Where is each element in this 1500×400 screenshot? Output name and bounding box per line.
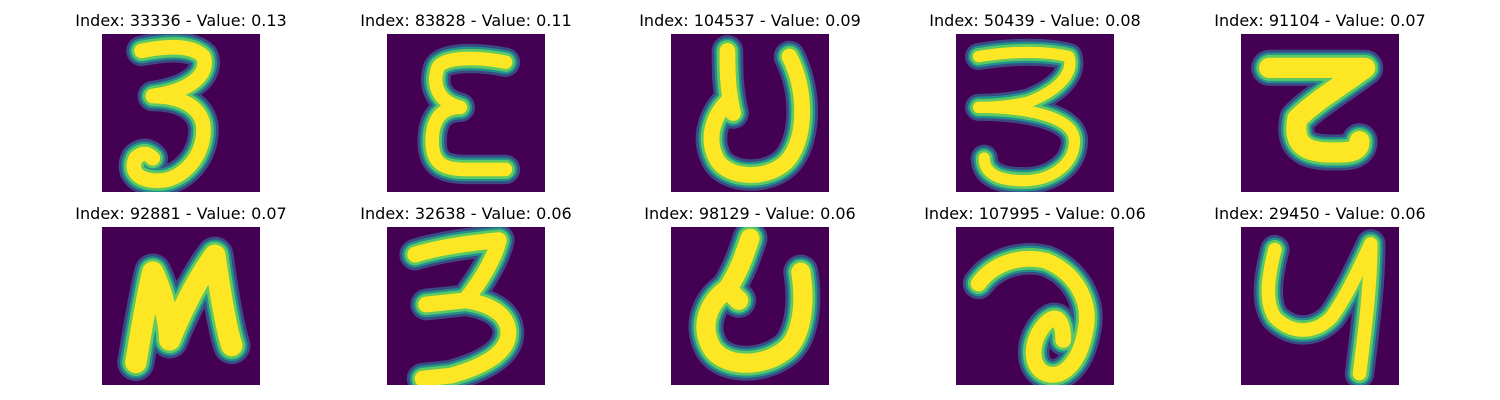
glyph-stroke [126,39,212,189]
glyph-group [688,227,821,381]
glyph-group [399,227,525,385]
digit-image [956,227,1114,385]
glyph-group [965,38,1089,192]
glyph-stroke [1261,237,1378,381]
panel-title: Index: 107995 - Value: 0.06 [924,204,1146,223]
panel-title: Index: 92881 - Value: 0.07 [75,204,287,223]
digit-image [387,34,545,192]
glyph-group [695,35,818,191]
panel-title: Index: 50439 - Value: 0.08 [929,11,1141,30]
panel-title: Index: 32638 - Value: 0.06 [360,204,572,223]
panel-title: Index: 33336 - Value: 0.13 [75,11,287,30]
glyph-group [117,236,251,382]
glyph-group [962,243,1103,385]
glyph-stroke [125,244,243,374]
panel-title: Index: 104537 - Value: 0.09 [639,11,861,30]
digit-image [956,34,1114,192]
panel-title: Index: 98129 - Value: 0.06 [644,204,856,223]
glyph-stroke [425,51,513,177]
glyph-stroke [972,46,1081,187]
digit-image [102,34,260,192]
glyph-group [1253,229,1386,385]
glyph-group [417,43,521,185]
digit-image [387,227,545,385]
digit-image [671,34,829,192]
digit-image [1241,227,1399,385]
panel-title: Index: 83828 - Value: 0.11 [360,11,572,30]
glyph-stroke [703,43,810,183]
glyph-group [1251,49,1384,171]
panel-title: Index: 91104 - Value: 0.07 [1214,11,1426,30]
digit-image [1241,34,1399,192]
glyph-group [118,34,220,192]
glyph-stroke [1259,57,1376,163]
panel-title: Index: 29450 - Value: 0.06 [1214,204,1426,223]
glyph-stroke [696,228,813,373]
digit-image [102,227,260,385]
glyph-stroke [407,232,517,385]
digit-image [671,227,829,385]
glyph-stroke [970,250,1095,383]
